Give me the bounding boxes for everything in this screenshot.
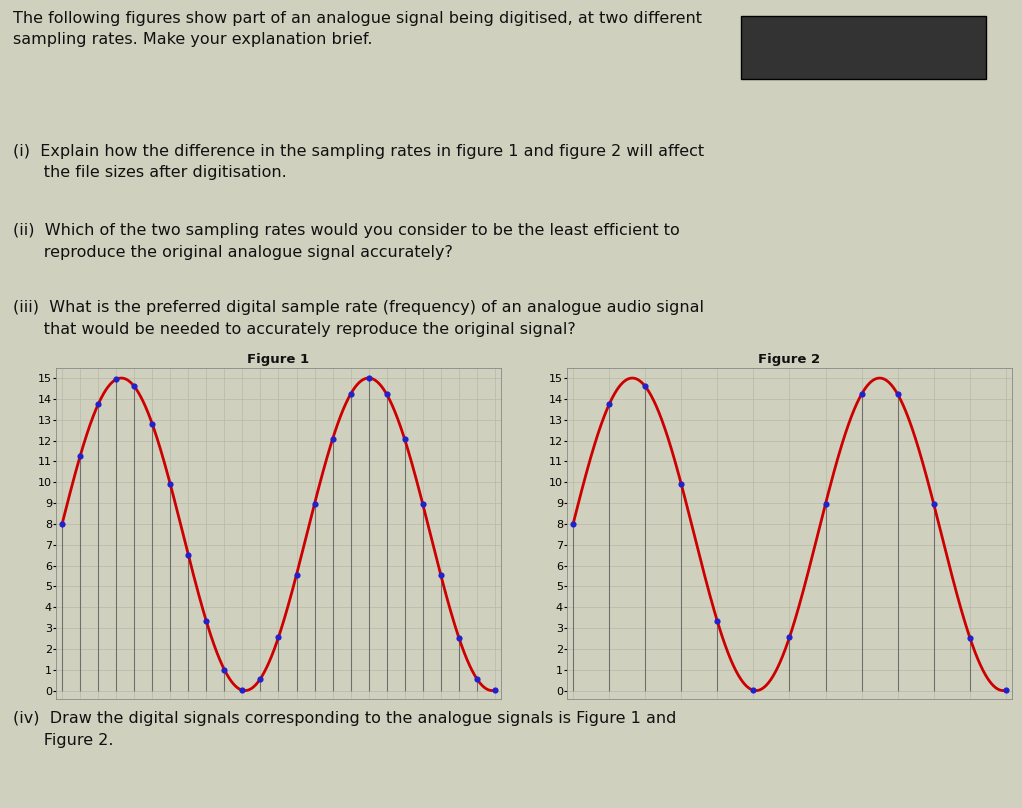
Point: [486, 684, 503, 696]
Point: [234, 684, 250, 696]
Point: [288, 568, 305, 581]
Point: [144, 418, 160, 431]
Point: [217, 663, 233, 676]
Point: [745, 684, 761, 696]
Point: [108, 373, 125, 386]
Point: [415, 498, 431, 511]
Point: [126, 380, 142, 393]
Point: [342, 388, 359, 401]
Text: (ii)  Which of the two sampling rates would you consider to be the least efficie: (ii) Which of the two sampling rates wou…: [13, 223, 680, 259]
Point: [361, 372, 377, 385]
Point: [90, 398, 106, 410]
Point: [469, 672, 485, 685]
Point: [324, 432, 340, 445]
Point: [162, 478, 179, 490]
FancyBboxPatch shape: [741, 16, 986, 79]
Point: [451, 631, 467, 644]
Point: [673, 478, 690, 490]
Point: [782, 631, 798, 644]
Point: [601, 398, 617, 410]
Point: [307, 497, 323, 510]
Text: (i)  Explain how the difference in the sampling rates in figure 1 and figure 2 w: (i) Explain how the difference in the sa…: [13, 144, 704, 180]
Point: [709, 615, 726, 628]
Text: (iv)  Draw the digital signals corresponding to the analogue signals is Figure 1: (iv) Draw the digital signals correspond…: [13, 711, 677, 748]
Point: [198, 615, 215, 628]
Point: [889, 388, 905, 401]
Point: [378, 388, 394, 401]
Point: [818, 497, 834, 510]
Title: Figure 2: Figure 2: [758, 353, 821, 367]
Point: [270, 631, 286, 644]
Point: [252, 672, 269, 685]
Point: [637, 380, 653, 393]
Point: [997, 684, 1014, 696]
Point: [962, 631, 978, 644]
Point: [565, 517, 582, 530]
Point: [432, 569, 449, 582]
Point: [72, 449, 88, 462]
Point: [54, 517, 71, 530]
Text: The following figures show part of an analogue signal being digitised, at two di: The following figures show part of an an…: [13, 11, 702, 48]
Point: [853, 388, 870, 401]
Point: [926, 498, 942, 511]
Point: [180, 549, 196, 562]
Text: (iii)  What is the preferred digital sample rate (frequency) of an analogue audi: (iii) What is the preferred digital samp…: [13, 301, 704, 337]
Title: Figure 1: Figure 1: [247, 353, 310, 367]
Point: [397, 433, 413, 446]
